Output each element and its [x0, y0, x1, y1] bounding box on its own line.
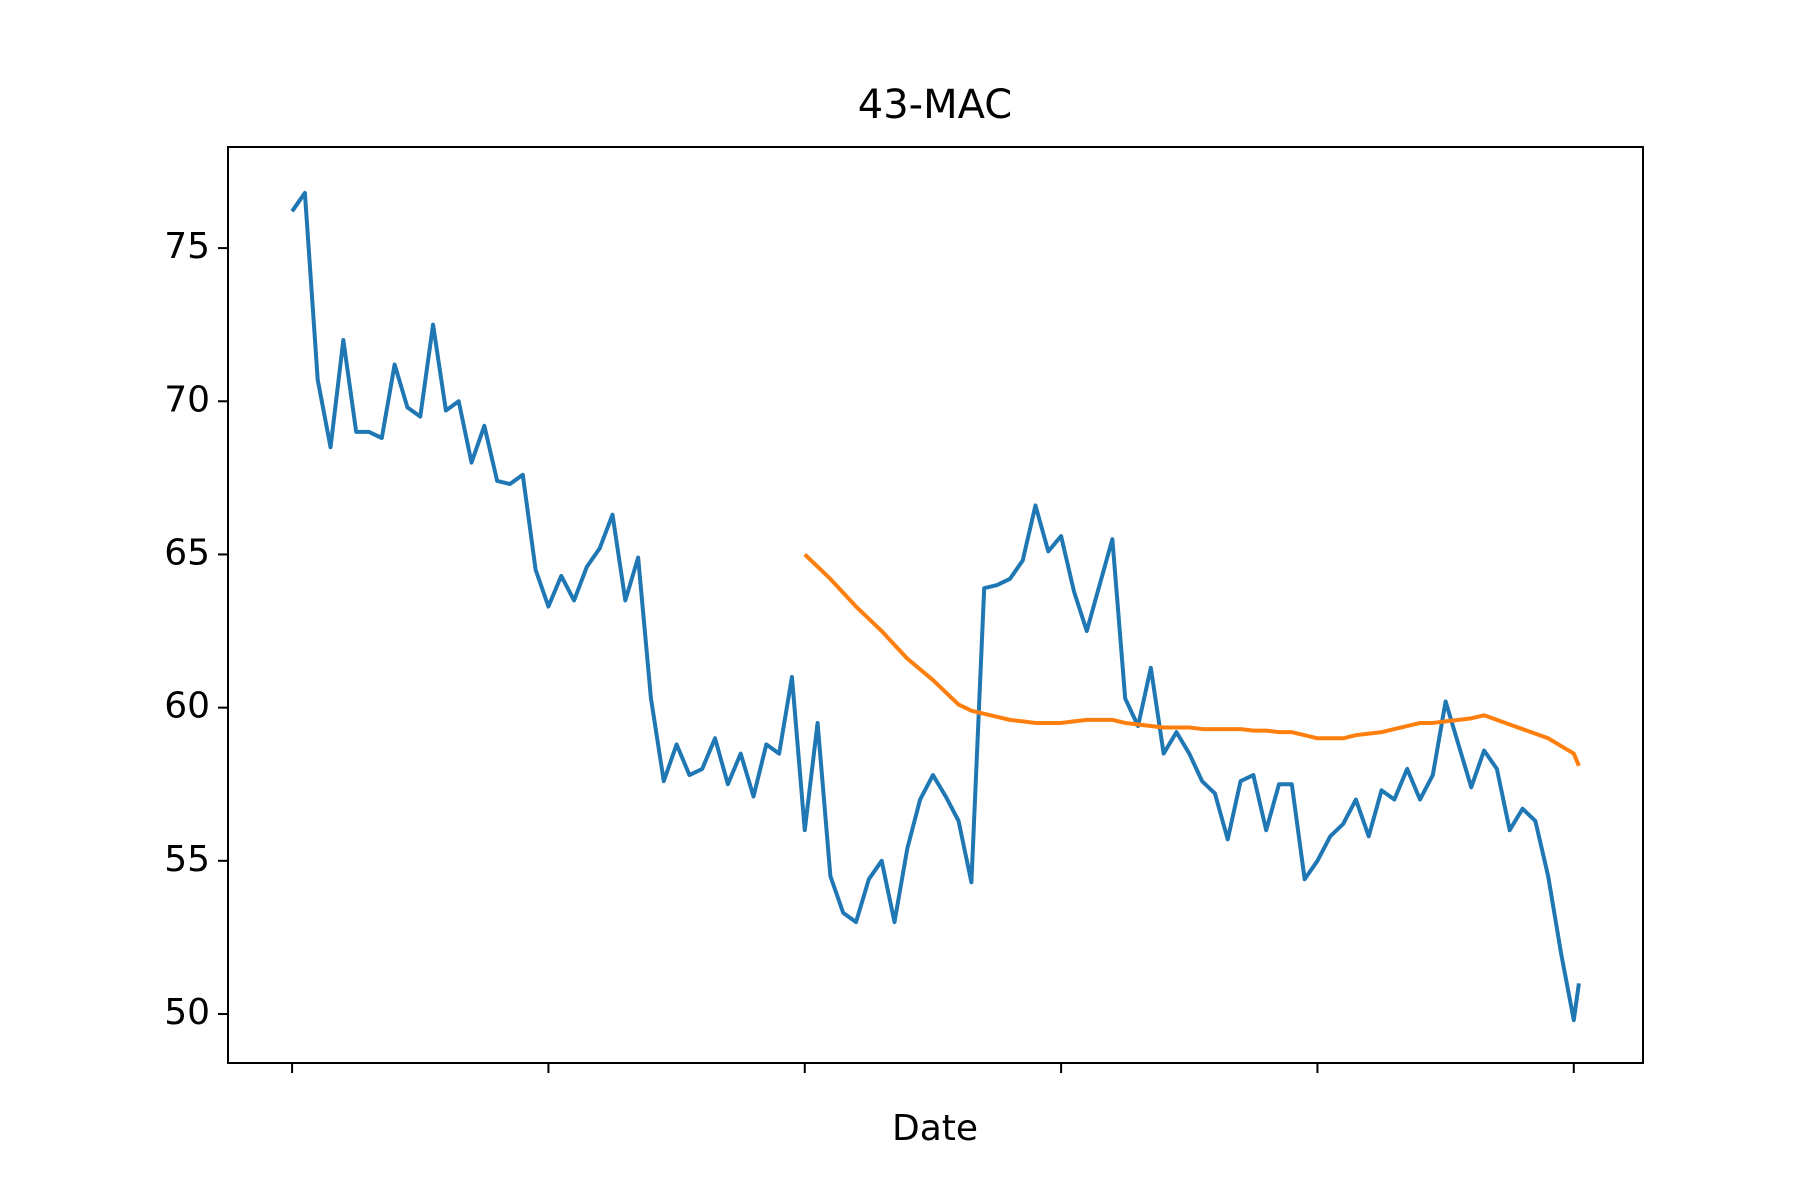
plot-frame	[227, 146, 1644, 1064]
x-axis-label: Date	[892, 1108, 978, 1149]
y-tick-label: 55	[164, 839, 210, 880]
line-series	[290, 190, 1581, 1023]
line-series	[803, 553, 1581, 767]
y-tick-label: 70	[164, 379, 210, 420]
y-tick-label: 50	[164, 992, 210, 1033]
y-tick-label: 65	[164, 532, 210, 573]
chart-title: 43-MAC	[858, 82, 1012, 128]
y-tick-label: 75	[164, 226, 210, 267]
y-tick-label: 60	[164, 686, 210, 727]
